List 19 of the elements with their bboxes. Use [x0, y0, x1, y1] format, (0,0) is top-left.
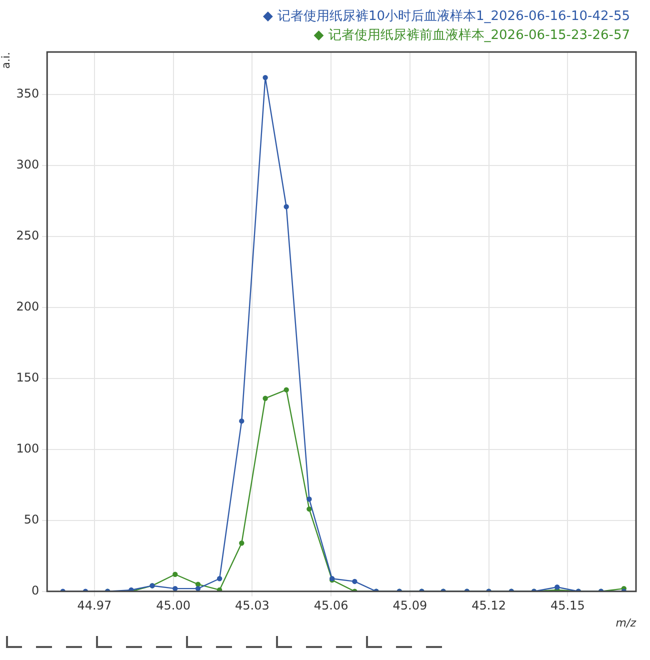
y-tick-label: 100: [16, 442, 40, 456]
x-tick-label: 45.09: [392, 598, 428, 613]
y-tick-label: 350: [16, 86, 40, 101]
y-tick-label: 300: [16, 158, 40, 172]
y-tick-label: 250: [16, 228, 40, 243]
y-tick-label: 150: [16, 370, 40, 385]
x-tick-label: 45.03: [234, 598, 270, 613]
y-tick-label: 0: [31, 584, 40, 598]
x-tick-label: 45.15: [550, 598, 585, 613]
x-tick-label: 44.97: [77, 598, 112, 613]
y-tick-label: 200: [16, 300, 40, 314]
y-tick-label: 50: [24, 512, 40, 527]
legend-label: 记者使用纸尿裤10小时后血液样本1_2026-06-16-10-42-55: [277, 8, 630, 24]
x-axis-title: m/z: [616, 616, 636, 630]
x-tick-label: 45.06: [314, 598, 348, 613]
legend-label: 记者使用纸尿裤前血液样本_2026-06-15-23-26-57: [328, 28, 630, 43]
x-tick-label: 45.00: [156, 598, 190, 613]
x-tick-label: 45.12: [472, 598, 506, 613]
y-axis-title: a.i.: [0, 52, 12, 69]
